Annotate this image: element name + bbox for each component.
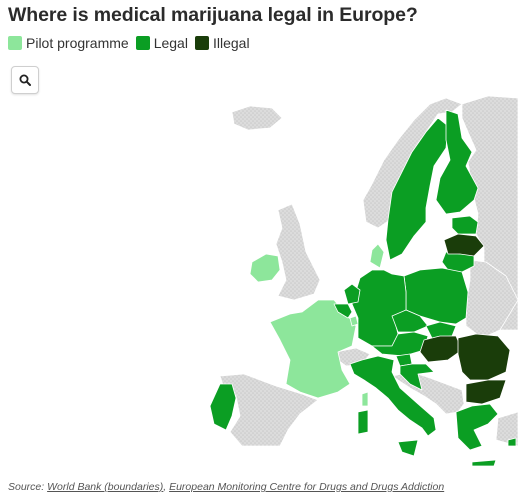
region-greece[interactable] — [455, 403, 499, 451]
region-ireland[interactable] — [249, 253, 281, 283]
legend-swatch-illegal — [194, 36, 209, 50]
legend-label-illegal: Illegal — [212, 35, 250, 51]
region-estonia[interactable] — [451, 215, 479, 235]
region-croatia[interactable] — [399, 363, 435, 391]
region-corsica[interactable] — [361, 391, 369, 407]
legend: Pilot programme Legal Illegal — [8, 35, 257, 51]
region-iceland[interactable] — [231, 105, 283, 131]
region-slovakia[interactable] — [425, 321, 457, 339]
source-link-world-bank[interactable]: World Bank (boundaries) — [47, 481, 164, 493]
region-belgium[interactable] — [333, 303, 353, 319]
region-sardinia[interactable] — [357, 409, 369, 435]
legend-label-legal: Legal — [153, 35, 188, 51]
source-link-emcdda[interactable]: European Monitoring Centre for Drugs and… — [169, 481, 445, 493]
map-title: Where is medical marijuana legal in Euro… — [8, 4, 418, 26]
source-separator: , — [163, 481, 170, 493]
source-note: Source: World Bank (boundaries), Europea… — [8, 481, 444, 493]
region-finland[interactable] — [435, 109, 479, 215]
region-sweden[interactable] — [385, 117, 449, 261]
legend-item-legal[interactable]: Legal — [135, 35, 188, 51]
region-netherlands[interactable] — [343, 283, 361, 305]
search-icon — [19, 74, 31, 86]
region-latvia[interactable] — [443, 233, 485, 257]
region-romania[interactable] — [457, 333, 511, 381]
region-denmark[interactable] — [369, 243, 385, 269]
zoom-button[interactable] — [11, 66, 39, 94]
region-spain[interactable] — [219, 373, 319, 447]
legend-label-pilot: Pilot programme — [26, 35, 129, 51]
legend-item-illegal[interactable]: Illegal — [194, 35, 250, 51]
region-cyprus[interactable] — [507, 437, 517, 447]
legend-swatch-pilot — [8, 36, 22, 50]
region-bulgaria[interactable] — [465, 379, 507, 405]
source-prefix: Source: — [8, 481, 48, 493]
region-russia[interactable] — [461, 95, 518, 331]
region-hungary[interactable] — [419, 335, 463, 363]
region-austria[interactable] — [371, 331, 429, 357]
region-crete[interactable] — [471, 459, 497, 467]
legend-swatch-legal — [135, 36, 150, 50]
region-france[interactable] — [269, 299, 357, 399]
region-turkey[interactable] — [495, 411, 518, 447]
legend-item-pilot[interactable]: Pilot programme — [8, 35, 129, 51]
region-portugal[interactable] — [209, 383, 237, 431]
region-sicily[interactable] — [397, 439, 419, 457]
region-great-britain[interactable] — [275, 203, 321, 301]
region-italy[interactable] — [349, 355, 437, 437]
